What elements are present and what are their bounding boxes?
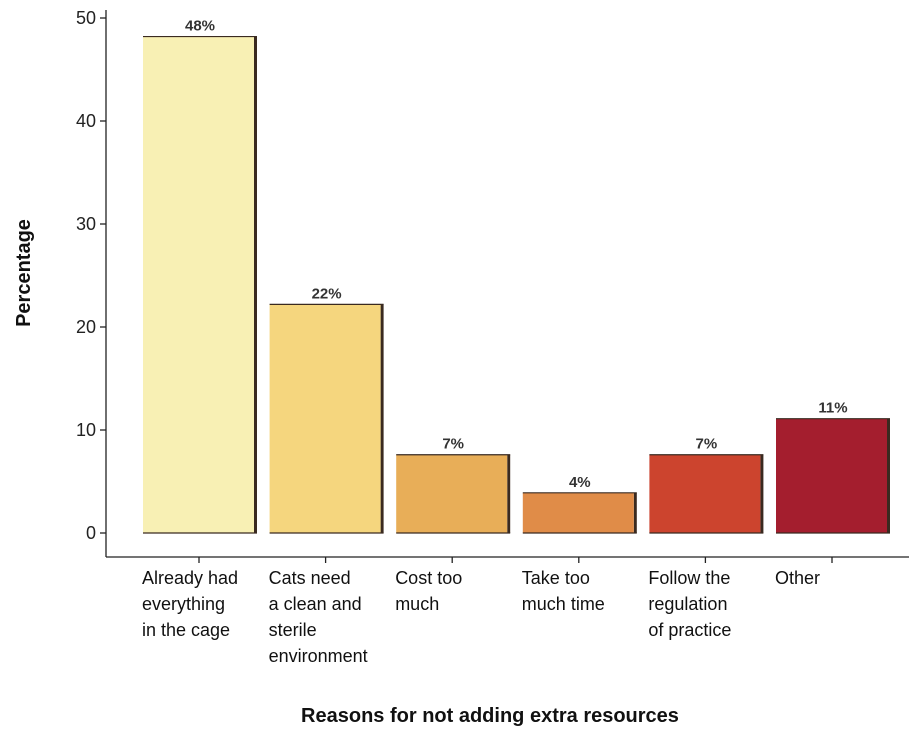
y-tick-label: 50 <box>76 8 96 28</box>
bar-data-label: 11% <box>818 400 847 417</box>
bar <box>522 492 634 533</box>
bar-data-label: 22% <box>312 285 342 302</box>
x-tick-label: Cost too much <box>395 568 462 614</box>
y-tick-label: 40 <box>76 111 96 131</box>
x-axis-title: Reasons for not adding extra resources <box>301 705 679 727</box>
y-axis-title: Percentage <box>13 219 35 327</box>
x-ticks: Already had everything in the cage Cats nee… <box>142 557 833 666</box>
bar <box>649 454 761 533</box>
bar-shadow <box>254 36 257 533</box>
bar-data-label: 4% <box>569 474 591 491</box>
bar <box>776 418 887 533</box>
bar-shadow <box>887 418 890 533</box>
bar-shadow <box>507 454 511 533</box>
bar <box>143 36 254 533</box>
bar <box>269 304 381 533</box>
bar-shadow <box>760 454 764 533</box>
x-tick-label: Cats need a clean and sterile environment <box>269 568 368 666</box>
y-tick-label: 30 <box>76 214 96 234</box>
y-tick-label: 20 <box>76 317 96 337</box>
x-tick-label: Already had everything in the cage <box>142 568 238 640</box>
bar-shadow <box>633 492 637 533</box>
y-tick-label: 10 <box>76 420 96 440</box>
bar-data-label: 7% <box>442 436 464 453</box>
bar-data-label: 7% <box>696 436 718 453</box>
axes <box>105 10 909 558</box>
bar-shadow <box>380 304 384 533</box>
y-ticks: 0 10 20 30 40 50 <box>76 8 106 543</box>
bars: 48% 22% 7% 4% 7% 11% <box>143 18 890 534</box>
bar <box>396 454 508 533</box>
y-tick-label: 0 <box>86 523 96 543</box>
x-tick-label: Follow the regulation of practice <box>648 568 731 640</box>
x-tick-label: Other <box>775 568 820 588</box>
x-tick-label: Take too much time <box>522 568 605 614</box>
bar-data-label: 48% <box>185 18 215 35</box>
